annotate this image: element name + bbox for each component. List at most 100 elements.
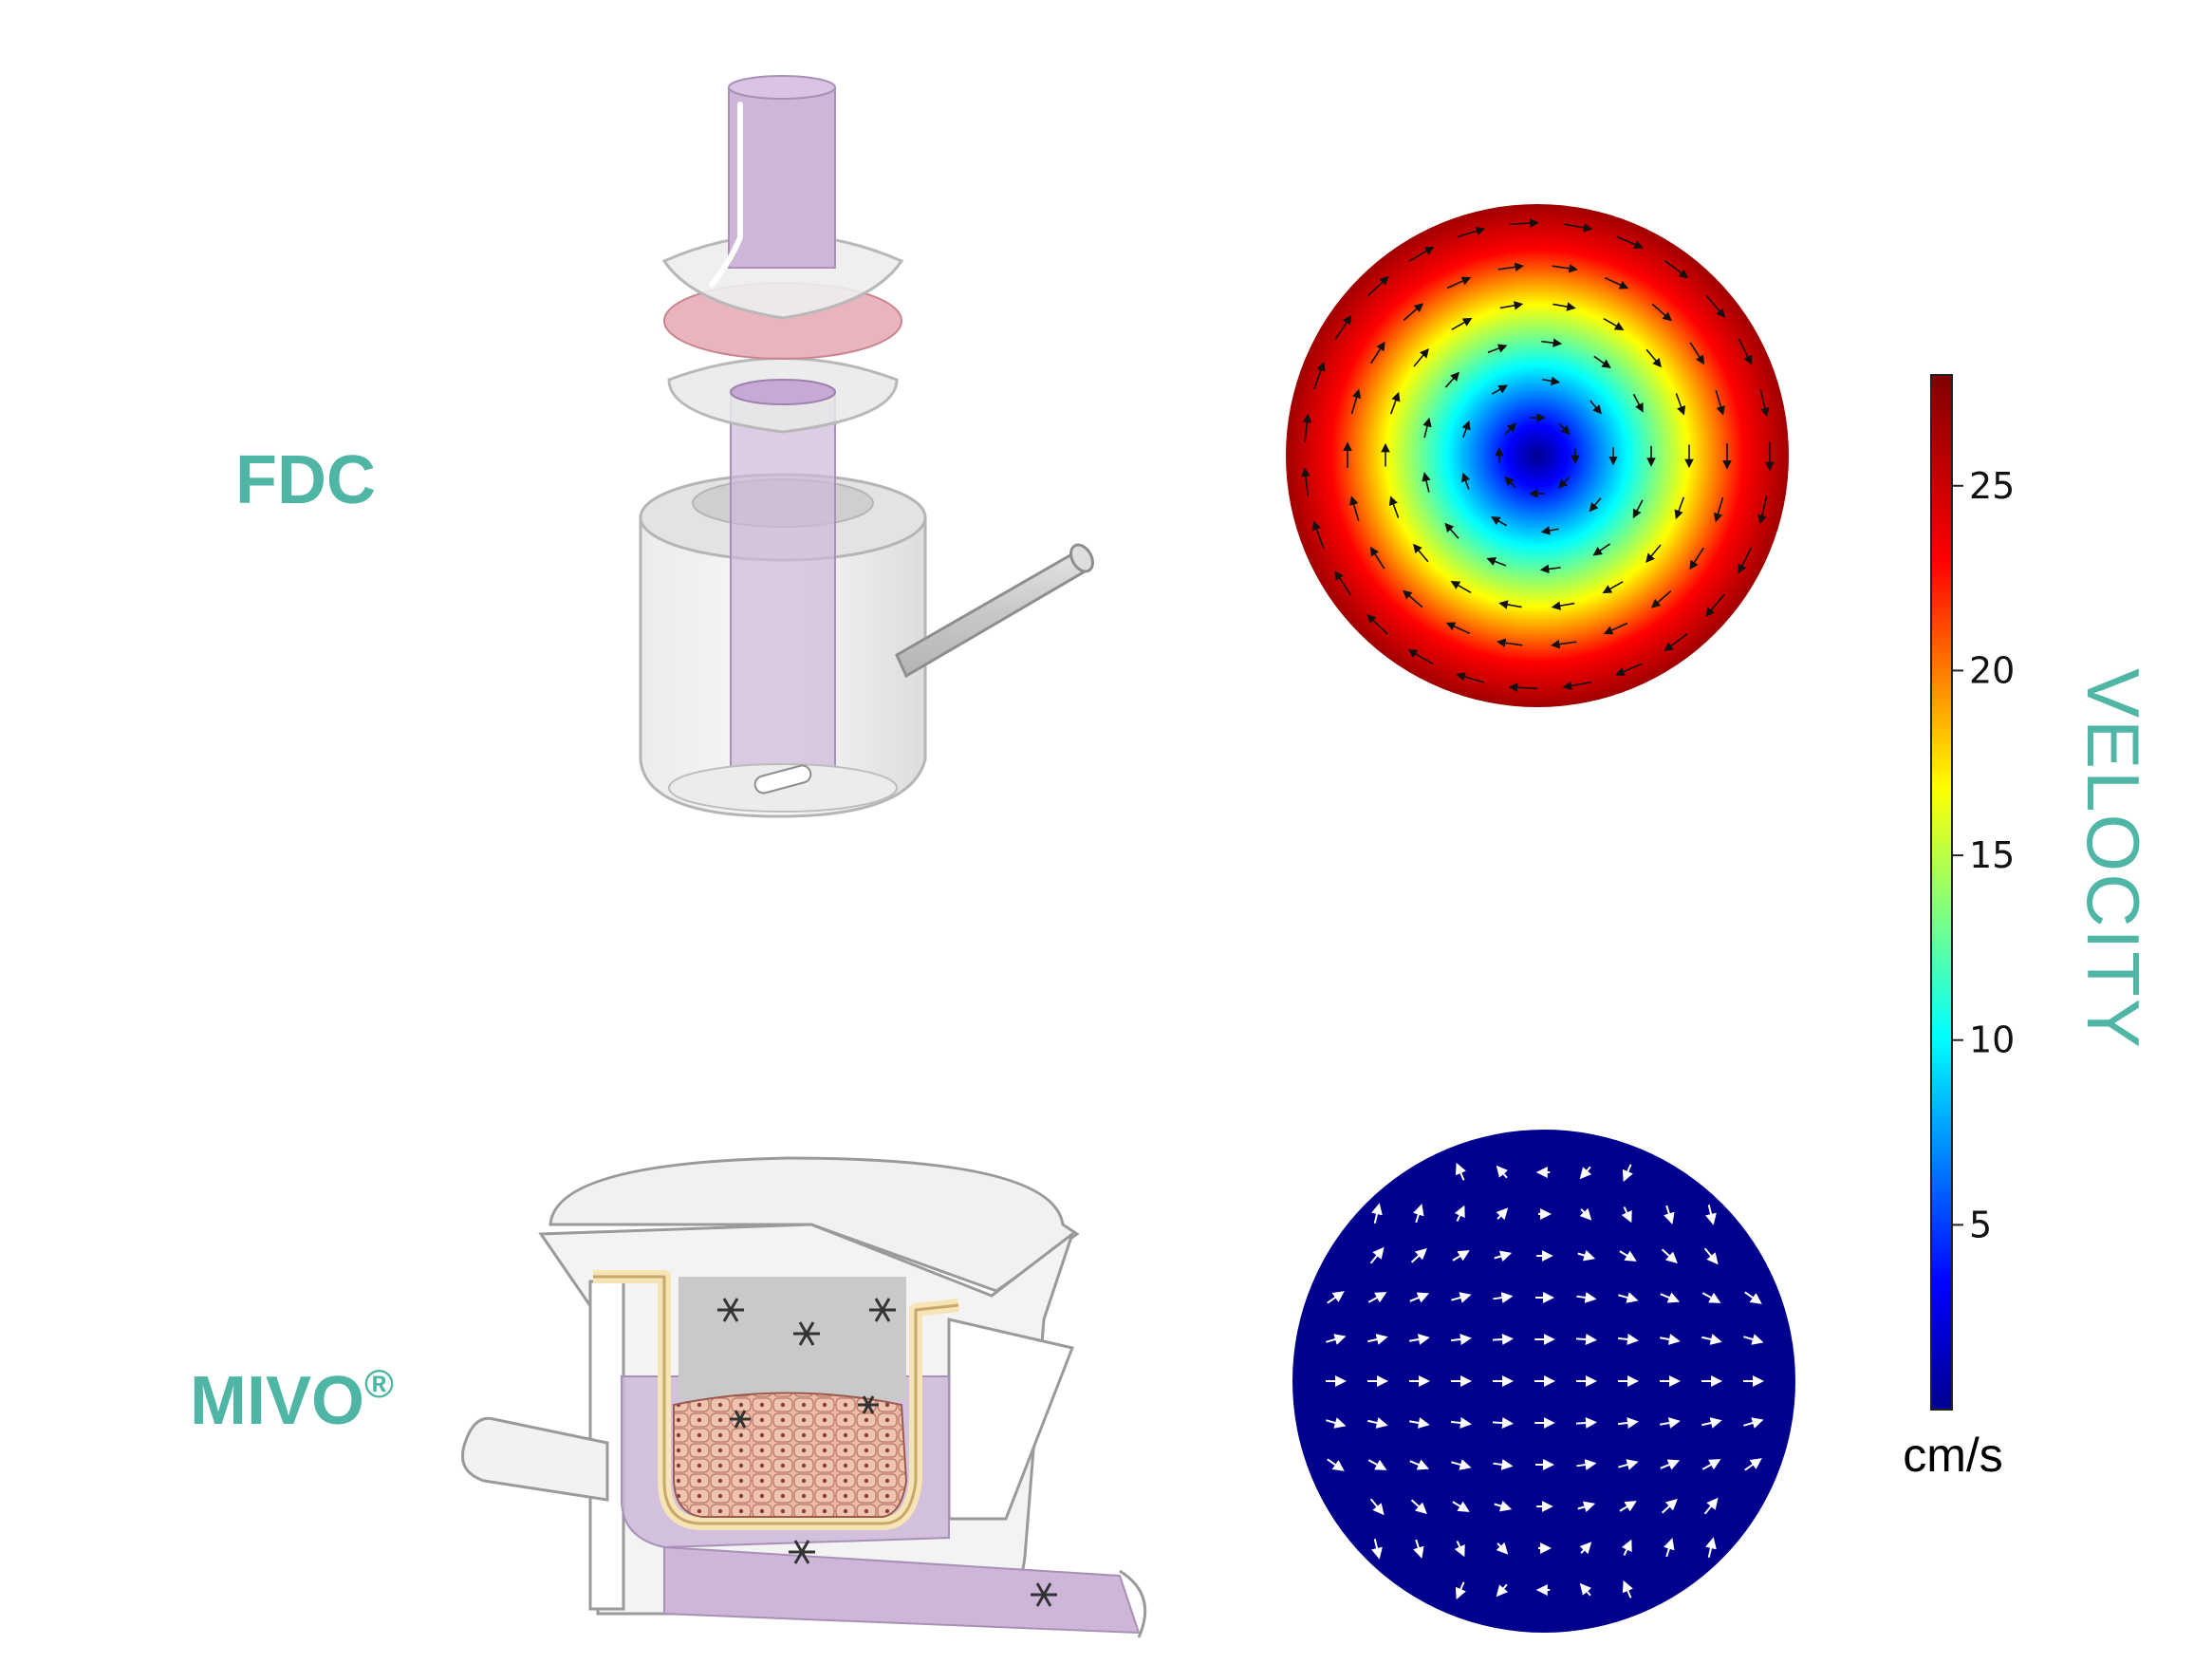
flow-arrow bbox=[1576, 1291, 1597, 1303]
mivo-velocity-arrows bbox=[1326, 1162, 1764, 1600]
flow-arrow bbox=[1645, 544, 1662, 563]
flow-arrow bbox=[1486, 556, 1507, 567]
flow-arrow bbox=[1496, 1165, 1509, 1179]
flow-arrow bbox=[1619, 1250, 1637, 1262]
flow-arrow bbox=[1334, 570, 1351, 596]
flow-arrow bbox=[1664, 633, 1688, 652]
flow-arrow bbox=[1579, 1207, 1592, 1221]
flow-arrow bbox=[1366, 614, 1389, 635]
flow-arrow bbox=[1408, 1334, 1430, 1345]
flow-arrow bbox=[1451, 1459, 1472, 1470]
flow-arrow bbox=[1407, 649, 1434, 665]
flow-arrow bbox=[1369, 546, 1385, 570]
flow-arrow bbox=[1713, 496, 1724, 523]
fdc-velocity-arrows bbox=[1301, 218, 1775, 692]
flow-arrow bbox=[1562, 681, 1592, 691]
flow-arrow bbox=[1604, 276, 1629, 290]
flow-arrow bbox=[1661, 1248, 1678, 1264]
flow-arrow bbox=[1367, 1334, 1388, 1345]
flow-arrow bbox=[1617, 1417, 1639, 1429]
flow-arrow bbox=[1660, 1459, 1681, 1470]
colorbar-tick-label: 20 bbox=[1969, 649, 2015, 691]
flow-arrow bbox=[1497, 262, 1524, 272]
mivo-label-text: MIVO bbox=[190, 1363, 364, 1439]
flow-arrow bbox=[1454, 1205, 1465, 1222]
flow-arrow bbox=[1451, 317, 1473, 330]
flow-arrow bbox=[1461, 472, 1471, 490]
flow-arrow bbox=[1496, 1207, 1509, 1221]
flow-arrow bbox=[1494, 1250, 1513, 1262]
flow-arrow bbox=[1313, 362, 1326, 390]
flow-arrow bbox=[1689, 342, 1705, 365]
flow-arrow bbox=[1558, 422, 1571, 436]
flow-arrow bbox=[1367, 1292, 1387, 1303]
colorbar-unit: cm/s bbox=[1903, 1429, 2003, 1482]
flow-arrow bbox=[1496, 1583, 1509, 1598]
registered-mark: ® bbox=[364, 1361, 394, 1406]
flow-arrow bbox=[1701, 1417, 1722, 1429]
flow-arrow bbox=[1444, 522, 1459, 539]
flow-arrow bbox=[1422, 472, 1431, 493]
flow-arrow bbox=[1651, 303, 1673, 322]
flow-arrow bbox=[1450, 1334, 1472, 1345]
flow-arrow bbox=[1444, 371, 1460, 388]
flow-arrow bbox=[1493, 1458, 1514, 1470]
flow-arrow bbox=[1349, 495, 1360, 522]
flow-arrow bbox=[1455, 1581, 1466, 1600]
flow-arrow bbox=[1451, 1292, 1472, 1303]
flow-arrow bbox=[1491, 384, 1509, 395]
flow-arrow bbox=[1701, 1459, 1721, 1470]
flow-arrow bbox=[1455, 1162, 1466, 1181]
flow-arrow bbox=[1413, 1539, 1424, 1559]
flow-arrow bbox=[1589, 497, 1602, 513]
flow-arrow bbox=[1540, 526, 1559, 535]
flow-arrow bbox=[1551, 639, 1577, 649]
fdc-sampling-port bbox=[895, 543, 1094, 679]
flow-arrow bbox=[1403, 303, 1424, 321]
flow-arrow bbox=[1615, 663, 1643, 676]
flow-arrow bbox=[1650, 590, 1672, 608]
flow-arrow bbox=[1664, 1205, 1675, 1225]
flow-arrow bbox=[1389, 391, 1401, 415]
flow-arrow bbox=[1312, 520, 1325, 549]
flow-arrow bbox=[1743, 1334, 1764, 1345]
flow-arrow bbox=[1705, 593, 1725, 617]
flow-arrow bbox=[1510, 218, 1539, 228]
flow-arrow bbox=[1622, 1580, 1633, 1599]
fdc-label: FDC bbox=[235, 442, 376, 518]
flow-arrow bbox=[1564, 223, 1593, 233]
colorbar-title: VELOCITY bbox=[2072, 668, 2155, 1050]
flow-arrow bbox=[1326, 1417, 1347, 1429]
flow-arrow bbox=[1664, 260, 1689, 279]
flow-arrow bbox=[1619, 1501, 1637, 1512]
flow-arrow bbox=[1487, 344, 1508, 354]
flow-arrow bbox=[1450, 580, 1472, 594]
velocity-colorbar: 5 10 15 20 25 cm/s VELOCITY bbox=[1903, 374, 2155, 1482]
flow-arrow bbox=[1370, 341, 1385, 365]
flow-arrow bbox=[1461, 420, 1471, 439]
flow-arrow bbox=[1413, 1204, 1424, 1224]
flow-arrow bbox=[1539, 564, 1561, 574]
flow-arrow bbox=[1738, 547, 1753, 574]
flow-arrow bbox=[1456, 672, 1484, 683]
flow-arrow bbox=[1327, 1291, 1345, 1304]
flow-arrow bbox=[1659, 1334, 1681, 1345]
flow-arrow bbox=[1675, 393, 1686, 416]
flow-arrow bbox=[1508, 682, 1538, 692]
flow-arrow bbox=[1589, 400, 1602, 415]
flow-arrow bbox=[1409, 1459, 1430, 1470]
flow-arrow bbox=[1579, 1582, 1592, 1597]
fdc-velocity-map bbox=[1286, 204, 1789, 707]
flow-arrow bbox=[1410, 1499, 1427, 1515]
flow-arrow bbox=[1504, 422, 1517, 435]
flow-arrow bbox=[1450, 1417, 1472, 1429]
mivo-device-illustration bbox=[461, 1156, 1147, 1638]
flow-arrow bbox=[1701, 1292, 1721, 1303]
flow-arrow bbox=[1674, 496, 1685, 520]
flow-arrow bbox=[1738, 338, 1753, 365]
flow-arrow bbox=[1327, 1458, 1345, 1471]
flow-arrow bbox=[1618, 1459, 1639, 1470]
flow-arrow bbox=[1402, 589, 1423, 608]
flow-arrow bbox=[1701, 1334, 1722, 1345]
flow-arrow bbox=[1452, 1250, 1470, 1262]
